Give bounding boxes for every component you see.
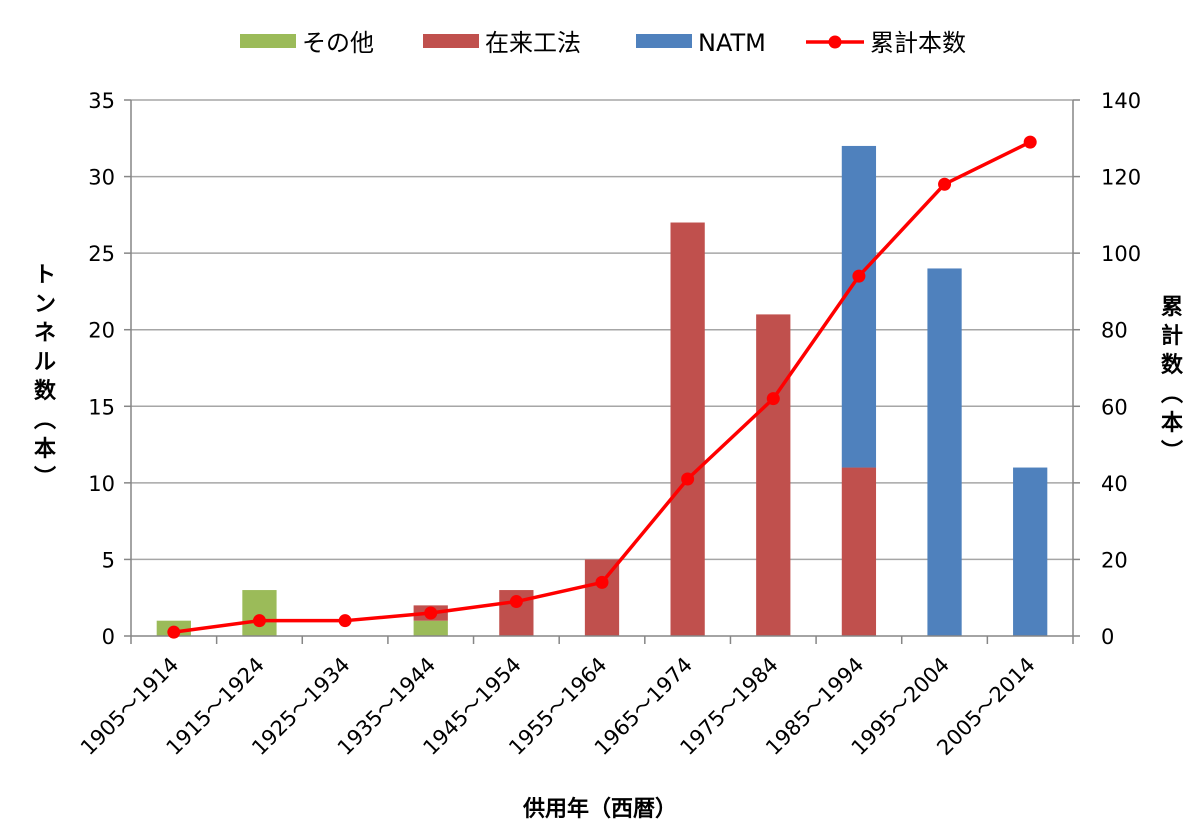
bar-segment <box>1013 467 1048 636</box>
y-left-tick-label: 35 <box>88 89 115 113</box>
legend-swatch <box>636 34 692 48</box>
y-left-tick-label: 10 <box>88 472 115 496</box>
bar-segment <box>242 590 277 636</box>
line-point <box>167 625 181 639</box>
bar-segment <box>584 559 620 636</box>
y-left-tick-label: 5 <box>102 548 115 572</box>
y-left-tick-label: 15 <box>88 395 115 419</box>
bar-segment <box>413 620 448 636</box>
y-right-tick-label: 60 <box>1101 395 1128 419</box>
x-axis-title: 供用年（西暦） <box>522 796 677 822</box>
bar-segment <box>927 268 962 636</box>
line-point <box>681 472 695 486</box>
bar-segment <box>756 314 791 636</box>
y-left-tick-label: 0 <box>102 625 115 649</box>
y-right-tick-label: 140 <box>1101 89 1141 113</box>
line-point <box>766 392 780 406</box>
bar-segment <box>670 222 705 636</box>
tick-labels: 051015202530350204060801001201401905～191… <box>76 89 1141 760</box>
bar-segment <box>841 467 877 636</box>
legend-item: 累計本数 <box>806 29 966 57</box>
cumulative-line-series <box>167 135 1037 639</box>
y-right-tick-label: 120 <box>1101 166 1141 190</box>
line-point <box>852 269 866 283</box>
cumulative-line <box>173 140 1031 634</box>
legend-swatch <box>423 34 479 48</box>
legend: その他 在来工法 NATM 累計本数 <box>240 29 966 57</box>
y-right-tick-label: 40 <box>1101 472 1128 496</box>
line-point <box>252 614 266 628</box>
gridlines <box>131 99 1073 561</box>
legend-marker <box>828 35 842 49</box>
line-point <box>1023 135 1037 149</box>
legend-label: その他 <box>302 29 374 57</box>
y-left-tick-label: 20 <box>88 319 115 343</box>
line-point <box>509 595 523 609</box>
legend-item: その他 <box>240 29 374 57</box>
legend-swatch <box>240 34 296 48</box>
y-left-tick-label: 30 <box>88 166 115 190</box>
legend-label: 累計本数 <box>870 29 966 57</box>
axes <box>124 99 1080 644</box>
y-right-tick-label: 0 <box>1101 625 1114 649</box>
legend-label: NATM <box>698 29 766 57</box>
line-point <box>424 606 438 620</box>
legend-item: 在来工法 <box>423 29 581 57</box>
bar-segment <box>841 145 877 468</box>
y-right-tick-label: 20 <box>1101 548 1128 572</box>
y-axis-right-title: 累計数︵本︶ <box>1161 295 1184 465</box>
line-point <box>338 614 352 628</box>
line-point <box>595 575 609 589</box>
y-left-tick-label: 25 <box>88 242 115 266</box>
legend-item: NATM <box>636 29 766 57</box>
y-axis-left-title: トンネル数︵本︶ <box>34 263 57 491</box>
y-right-tick-label: 80 <box>1101 319 1128 343</box>
legend-label: 在来工法 <box>485 29 581 57</box>
y-right-tick-label: 100 <box>1101 242 1141 266</box>
line-point <box>938 177 952 191</box>
bar-series <box>156 145 1048 636</box>
